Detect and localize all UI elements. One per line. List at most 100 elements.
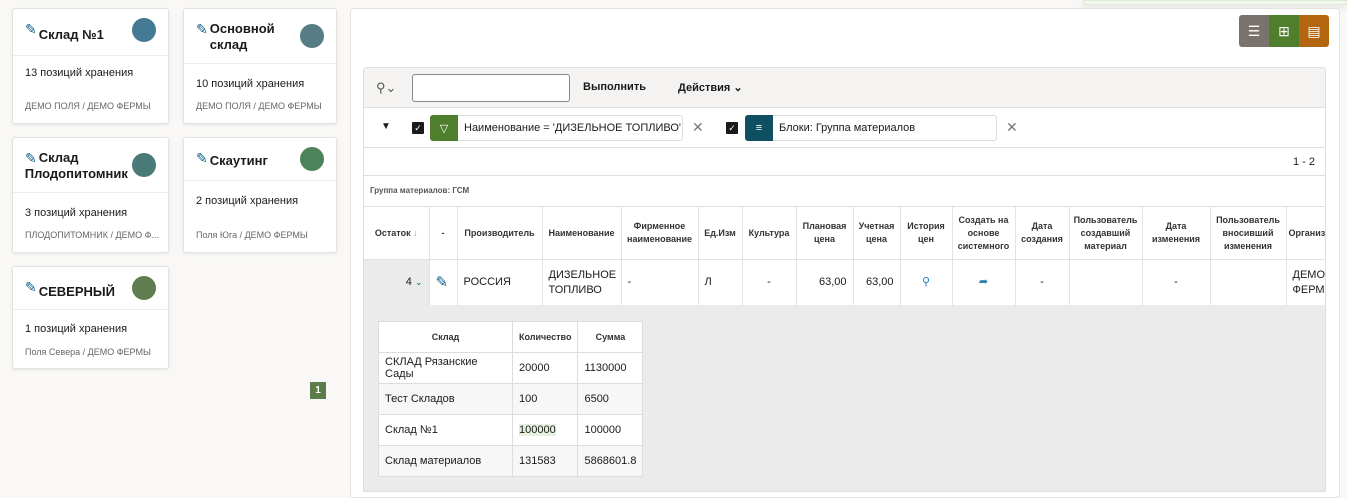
table-row: Склад материалов 131583 5868601.8 bbox=[378, 445, 644, 477]
column-header[interactable]: Наименование bbox=[542, 206, 622, 260]
notification-toast bbox=[1083, 0, 1347, 5]
filter-pill[interactable]: ▽ Наименование = 'ДИЗЕЛЬНОЕ ТОПЛИВО' bbox=[430, 115, 683, 141]
column-header[interactable]: Дата изменения bbox=[1142, 206, 1211, 260]
color-dot bbox=[132, 18, 156, 42]
card-org: ПЛОДОПИТОМНИК / ДЕМО Ф... bbox=[25, 230, 159, 240]
edit-pencil-icon[interactable]: ✎ bbox=[25, 21, 37, 37]
column-header[interactable]: Фирменное наименование bbox=[621, 206, 699, 260]
control-break-checkbox[interactable]: ✓ bbox=[726, 122, 738, 134]
column-header[interactable]: Остаток ↓ bbox=[364, 206, 430, 260]
producer-cell: РОССИЯ bbox=[457, 259, 543, 306]
column-header[interactable]: Ед.Изм bbox=[698, 206, 743, 260]
control-break-icon: ≡ bbox=[745, 115, 773, 141]
color-dot bbox=[132, 276, 156, 300]
pagination-row: 1 - 2 bbox=[364, 148, 1325, 176]
table-row: СКЛАД Рязанские Сады 20000 1130000 bbox=[378, 352, 644, 384]
filter-checkbox[interactable]: ✓ bbox=[412, 122, 424, 134]
filter-icon: ▽ bbox=[430, 115, 458, 141]
remove-filter-icon[interactable]: ✕ bbox=[692, 119, 704, 135]
edit-pencil-icon[interactable]: ✎ bbox=[196, 150, 208, 166]
warehouse-card[interactable]: ✎ Склад №1 13 позиций хранения ДЕМО ПОЛЯ … bbox=[12, 8, 169, 124]
card-title: Склад Плодопитомник bbox=[24, 150, 128, 181]
table-row: Тест Складов 100 6500 bbox=[378, 383, 644, 415]
collapse-triangle-icon[interactable]: ▼ bbox=[381, 121, 391, 132]
warehouse-card[interactable]: ✎ СЕВЕРНЫЙ 1 позиций хранения Поля Севера… bbox=[12, 266, 169, 369]
org-cell: ДЕМО ФЕРМЫ bbox=[1286, 259, 1325, 306]
go-button[interactable]: Выполнить bbox=[583, 81, 646, 93]
row-detail: Склад Количество Сумма СКЛАД Рязанские Сад… bbox=[364, 305, 1325, 491]
page-1-button[interactable]: 1 bbox=[310, 382, 326, 399]
table-row: Склад №1 100000 100000 bbox=[378, 414, 644, 446]
add-form-icon[interactable]: ▤ bbox=[1299, 15, 1329, 47]
column-header[interactable]: Производитель bbox=[457, 206, 543, 260]
column-header[interactable]: Дата создания bbox=[1015, 206, 1070, 260]
card-count: 1 позиций хранения bbox=[25, 323, 128, 335]
column-header[interactable]: История цен bbox=[900, 206, 953, 260]
control-break-label: Блоки: Группа материалов bbox=[779, 122, 916, 134]
warehouse-card[interactable]: ✎ Скаутинг 2 позиций хранения Поля Юга / … bbox=[183, 137, 337, 253]
card-title: Скаутинг bbox=[209, 153, 268, 168]
acc-price-cell: 63,00 bbox=[853, 259, 901, 306]
brand-cell: - bbox=[621, 259, 699, 306]
edit-pencil-icon[interactable]: ✎ bbox=[25, 150, 37, 166]
card-org: Поля Севера / ДЕМО ФЕРМЫ bbox=[25, 347, 151, 357]
group-header: Группа материалов: ГСМ bbox=[370, 186, 470, 195]
column-header[interactable]: - bbox=[429, 206, 458, 260]
search-input[interactable] bbox=[412, 74, 570, 102]
changed-cell: - bbox=[1142, 259, 1211, 306]
card-org: Поля Юга / ДЕМО ФЕРМЫ bbox=[196, 230, 308, 240]
name-cell: ДИЗЕЛЬНОЕ ТОПЛИВО bbox=[542, 259, 622, 306]
actions-menu[interactable]: Действия ⌄ bbox=[678, 82, 743, 94]
column-header: Склад bbox=[378, 321, 513, 353]
card-title: Склад №1 bbox=[38, 27, 104, 42]
column-header[interactable]: Плановая цена bbox=[796, 206, 854, 260]
column-header[interactable]: Пользователь вносивший изменения bbox=[1210, 206, 1287, 260]
sort-icon[interactable]: ↓ bbox=[413, 227, 418, 238]
color-dot bbox=[300, 24, 324, 48]
column-header[interactable]: Создать на основе системного bbox=[952, 206, 1016, 260]
edit-pencil-icon[interactable]: ✎ bbox=[429, 259, 458, 306]
color-dot bbox=[300, 147, 324, 171]
column-header[interactable]: Учетная цена bbox=[853, 206, 901, 260]
create-from-share-icon[interactable]: ➦ bbox=[952, 259, 1016, 306]
stock-by-warehouse-table: Склад Количество Сумма СКЛАД Рязанские Сад… bbox=[378, 321, 644, 477]
plan-price-cell: 63,00 bbox=[796, 259, 854, 306]
culture-cell: - bbox=[742, 259, 797, 306]
changed-by-cell bbox=[1210, 259, 1287, 306]
card-count: 10 позиций хранения bbox=[196, 78, 305, 90]
card-org: ДЕМО ПОЛЯ / ДЕМО ФЕРМЫ bbox=[25, 101, 151, 111]
card-title: СЕВЕРНЫЙ bbox=[38, 284, 115, 299]
card-count: 3 позиций хранения bbox=[25, 207, 128, 219]
warehouse-card[interactable]: ✎ Основной склад 10 позиций хранения ДЕМО… bbox=[183, 8, 337, 124]
column-settings-icon[interactable]: ☰ bbox=[1239, 15, 1269, 47]
interactive-report: ⚲⌄ Выполнить Действия ⌄ ▼ ✓ ▽ Наименовани… bbox=[363, 67, 1326, 492]
ostatok-cell[interactable]: 4 ⌄ bbox=[364, 259, 430, 306]
edit-pencil-icon[interactable]: ✎ bbox=[196, 21, 208, 37]
column-header: Сумма bbox=[577, 321, 644, 353]
filter-row: ▼ ✓ ▽ Наименование = 'ДИЗЕЛЬНОЕ ТОПЛИВО' … bbox=[364, 108, 1325, 148]
warehouse-card[interactable]: ✎ Склад Плодопитомник 3 позиций хранения … bbox=[12, 137, 169, 253]
row-range: 1 - 2 bbox=[1292, 156, 1315, 168]
search-icon[interactable]: ⚲⌄ bbox=[376, 80, 397, 95]
created-by-cell bbox=[1069, 259, 1143, 306]
card-count: 13 позиций хранения bbox=[25, 67, 134, 79]
unit-cell: Л bbox=[698, 259, 743, 306]
card-count: 2 позиций хранения bbox=[196, 195, 299, 207]
filter-label: Наименование = 'ДИЗЕЛЬНОЕ ТОПЛИВО' bbox=[464, 122, 681, 134]
column-header[interactable]: Культура bbox=[742, 206, 797, 260]
search-bar: ⚲⌄ Выполнить Действия ⌄ bbox=[364, 68, 1325, 108]
column-header[interactable]: Организ bbox=[1286, 206, 1325, 260]
add-table-icon[interactable]: ⊞ bbox=[1269, 15, 1299, 47]
card-org: ДЕМО ПОЛЯ / ДЕМО ФЕРМЫ bbox=[196, 101, 322, 111]
table-row: 4 ⌄ ✎ РОССИЯ ДИЗЕЛЬНОЕ ТОПЛИВО - Л - 63,… bbox=[364, 259, 1325, 306]
column-header[interactable]: Пользователь создавший материал bbox=[1069, 206, 1143, 260]
column-header: Количество bbox=[511, 321, 579, 353]
remove-control-break-icon[interactable]: ✕ bbox=[1006, 119, 1018, 135]
actions-label: Действия bbox=[678, 82, 731, 94]
control-break-pill[interactable]: ≡ Блоки: Группа материалов bbox=[745, 115, 997, 141]
edit-pencil-icon[interactable]: ✎ bbox=[25, 279, 37, 295]
price-history-search-icon[interactable]: ⚲ bbox=[900, 259, 953, 306]
color-dot bbox=[132, 153, 156, 177]
expand-chevron-icon[interactable]: ⌄ bbox=[414, 277, 423, 288]
created-cell: - bbox=[1015, 259, 1070, 306]
